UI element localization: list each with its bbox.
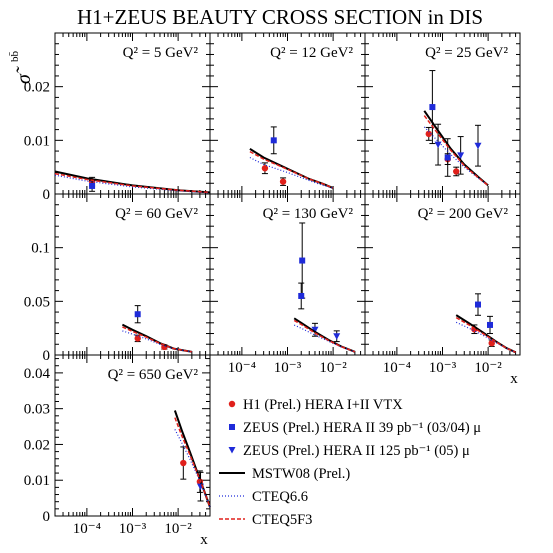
x-tick-label: 10⁻⁴: [383, 360, 411, 376]
point-zeus-03-04: [298, 292, 305, 299]
panel-q2-label: Q² = 12 GeV²: [270, 45, 353, 61]
point-zeus-05: [434, 141, 442, 149]
panels-group: 0 0.01 0.02 Q² = 5 GeV² Q² = 12 GeV² Q² = 25 …: [24, 32, 521, 548]
point-h1: [425, 130, 432, 138]
legend-item-cteq66: CTEQ6.6: [219, 489, 308, 505]
y-tick-label: 0.04: [24, 366, 51, 382]
point-zeus-05: [457, 152, 465, 159]
y-axis-label-superscript: bb̄: [9, 51, 21, 63]
point-zeus-03-04: [89, 182, 96, 189]
x-axis-label: x: [510, 371, 518, 387]
y-tick-label: 0.03: [24, 402, 50, 418]
legend-item-zeus_03_04: ZEUS (Prel.) HERA II 39 pb⁻¹ (03/04) μ: [229, 420, 481, 436]
point-zeus-03-04: [444, 154, 451, 161]
legend-item-mstw: MSTW08 (Prel.): [219, 466, 350, 482]
curve-mstw: [455, 314, 517, 354]
point-h1: [134, 335, 141, 342]
x-tick-label: 10⁻⁴: [73, 521, 101, 537]
point-zeus-03-04: [429, 104, 436, 111]
panel-q2-label: Q² = 200 GeV²: [418, 206, 509, 222]
panel-q2-label: Q² = 130 GeV²: [263, 206, 354, 222]
point-zeus-03-04: [299, 257, 306, 264]
curve-mstw: [423, 110, 489, 187]
y-tick-label: 0.05: [24, 294, 50, 310]
y-tick-label: 0.02: [24, 80, 50, 96]
x-tick-label: 10⁻²: [164, 521, 192, 537]
curve-cteq5f3: [54, 172, 211, 194]
point-zeus-05: [333, 333, 341, 340]
curve-cteq66: [122, 330, 192, 353]
curve-cteq66: [174, 429, 211, 508]
y-tick-label: 0: [43, 187, 51, 203]
curve-cteq66: [249, 156, 334, 189]
point-zeus-05: [311, 326, 319, 334]
point-h1: [180, 459, 187, 467]
y-tick-label: 0.02: [24, 437, 50, 453]
legend-marker-circle: [228, 400, 236, 408]
legend-label: H1 (Prel.) HERA I+II VTX: [243, 397, 403, 413]
legend-label: ZEUS (Prel.) HERA II 39 pb⁻¹ (03/04) μ: [243, 420, 481, 436]
legend-item-cteq5f3: CTEQ5F3: [219, 512, 312, 528]
y-tick-label: 0.01: [24, 473, 50, 489]
curve-cteq5f3: [423, 115, 489, 186]
legend-label: CTEQ6.6: [252, 489, 308, 505]
legend-marker-square: [229, 424, 235, 430]
legend-label: MSTW08 (Prel.): [252, 466, 350, 482]
legend-item-h1: H1 (Prel.) HERA I+II VTX: [228, 397, 403, 413]
curve-cteq5f3: [249, 150, 334, 189]
point-h1: [488, 339, 495, 347]
curve-cteq5f3: [293, 319, 356, 353]
panel-4: 0 0.05 0.1 Q² = 60 GeV²: [24, 193, 211, 364]
y-tick-label: 0: [43, 348, 51, 364]
panel-5: 10⁻⁴ 10⁻³ 10⁻² Q² = 130 GeV²: [209, 193, 366, 376]
curve-mstw: [293, 317, 356, 353]
point-h1: [279, 178, 287, 185]
chart-title: H1+ZEUS BEAUTY CROSS SECTION in DIS: [77, 5, 483, 29]
legend-label: ZEUS (Prel.) HERA II 125 pb⁻¹ (05) μ: [243, 443, 470, 459]
legend: H1 (Prel.) HERA I+II VTX ZEUS (Prel.) HER…: [219, 397, 481, 528]
x-tick-label: 10⁻⁴: [228, 360, 256, 376]
x-tick-label: 10⁻³: [119, 521, 147, 537]
point-zeus-03-04: [134, 311, 141, 318]
point-h1: [261, 165, 269, 172]
x-axis-label: x: [200, 532, 208, 548]
panel-2: Q² = 12 GeV²: [209, 32, 366, 195]
panel-q2-label: Q² = 60 GeV²: [115, 206, 198, 222]
legend-marker-triangle: [228, 447, 236, 454]
curve-cteq66: [455, 321, 516, 353]
curve-cteq5f3: [455, 316, 516, 353]
curve-cteq5f3: [122, 326, 192, 353]
point-zeus-05: [474, 142, 482, 150]
legend-item-zeus_05: ZEUS (Prel.) HERA II 125 pb⁻¹ (05) μ: [228, 443, 470, 459]
point-zeus-03-04: [270, 137, 277, 144]
y-tick-label: 0: [43, 509, 51, 525]
curve-cteq5f3: [174, 417, 211, 508]
x-tick-label: 10⁻²: [319, 360, 347, 376]
panel-q2-label: Q² = 650 GeV²: [108, 367, 199, 383]
point-zeus-03-04: [474, 301, 481, 308]
x-tick-label: 10⁻³: [429, 360, 457, 376]
point-zeus-03-04: [487, 321, 494, 328]
x-tick-label: 10⁻³: [274, 360, 302, 376]
x-tick-label: 10⁻²: [474, 360, 502, 376]
panel-q2-label: Q² = 25 GeV²: [425, 45, 508, 61]
point-h1: [453, 168, 460, 175]
panel-q2-label: Q² = 5 GeV²: [123, 45, 199, 61]
curve-cteq66: [54, 174, 211, 194]
panel-1: 0 0.01 0.02 Q² = 5 GeV²: [24, 32, 211, 203]
legend-label: CTEQ5F3: [252, 512, 312, 528]
y-tick-label: 0.01: [24, 133, 50, 149]
panel-6: 10⁻⁴ 10⁻³ 10⁻² x Q² = 200 GeV²: [364, 193, 521, 387]
panel-7: 0 0.01 0.02 0.03 0.04 10⁻⁴ 10⁻³ 10⁻² x Q² = 650 G…: [24, 354, 211, 548]
panel-3: Q² = 25 GeV²: [364, 32, 521, 195]
y-tick-label: 0.1: [31, 241, 50, 257]
